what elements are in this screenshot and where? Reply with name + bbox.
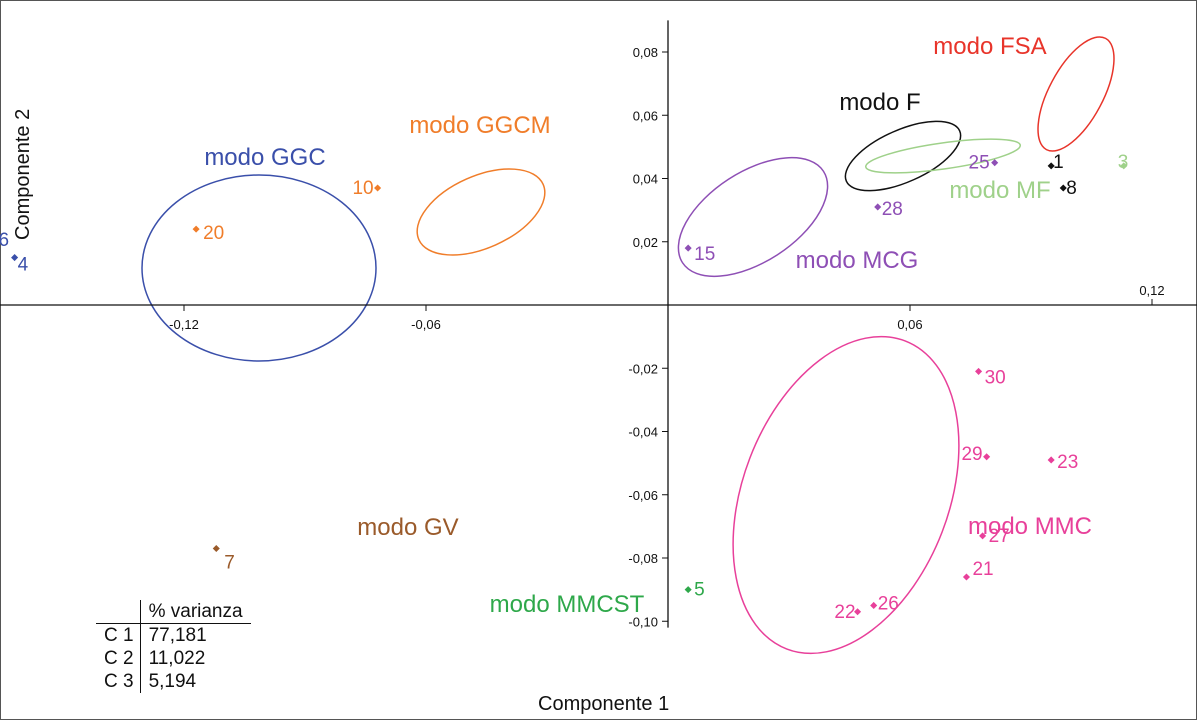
axes: -0,30-0,24-0,18-0,12-0,060,060,120,180,2…	[0, 20, 1197, 629]
data-point	[684, 586, 692, 594]
variance-row-label: C 3	[96, 670, 141, 693]
point-label: 29	[961, 444, 982, 465]
x-tick-label: 0,12	[1139, 283, 1164, 298]
group-label: modo GGCM	[409, 112, 550, 139]
variance-table-header: % varianza	[96, 600, 251, 624]
group-ellipse	[844, 120, 962, 192]
variance-header-label: % varianza	[140, 600, 251, 624]
point-label: 7	[224, 553, 235, 574]
point-label: 25	[969, 153, 990, 174]
point-label: 1	[1053, 152, 1064, 173]
variance-row: C 1 77,181	[96, 623, 251, 647]
group-label: modo GGC	[204, 144, 325, 171]
y-tick-label: 0,02	[633, 235, 658, 250]
group-ellipse	[416, 168, 546, 256]
variance-table: % varianza C 1 77,181 C 2 11,022 C 3 5,1…	[96, 600, 251, 693]
data-point	[874, 203, 882, 211]
group-label: modo MF	[949, 177, 1050, 204]
variance-row-label: C 1	[96, 623, 141, 647]
data-point	[854, 608, 862, 616]
y-tick-label: 0,04	[633, 172, 658, 187]
point-label: 6	[0, 230, 9, 251]
y-tick-label: -0,06	[628, 488, 658, 503]
y-axis-title: Componente 2	[12, 108, 34, 240]
variance-row: C 3 5,194	[96, 670, 251, 693]
group-ellipse	[864, 138, 1022, 174]
y-tick-label: -0,04	[628, 425, 658, 440]
group-label: modo MMC	[968, 513, 1092, 540]
point-label: 26	[878, 593, 899, 614]
group-label: modo MMCST	[490, 591, 645, 618]
y-tick-label: 0,06	[633, 108, 658, 123]
point-label: 23	[1057, 452, 1078, 473]
x-tick-label: -0,12	[169, 317, 199, 332]
variance-row-value: 11,022	[148, 648, 206, 669]
point-label: 21	[972, 559, 993, 580]
data-point	[192, 225, 200, 233]
group-ellipse	[677, 156, 829, 278]
data-point	[1047, 456, 1055, 464]
data-point	[684, 244, 692, 252]
point-label: 22	[834, 602, 855, 623]
data-point	[11, 254, 19, 262]
group-ellipse	[732, 335, 960, 655]
y-tick-label: -0,10	[628, 614, 658, 629]
point-label: 8	[1066, 178, 1077, 199]
point-label: 20	[203, 223, 224, 244]
data-point	[962, 573, 970, 581]
data-point	[983, 453, 991, 461]
group-ellipse	[141, 174, 377, 362]
variance-row-value: 77,181	[148, 625, 207, 646]
point-label: 28	[882, 199, 903, 220]
data-point	[374, 184, 382, 192]
variance-row-label: C 2	[96, 647, 141, 670]
point-label: 5	[694, 580, 705, 601]
group-ellipses	[141, 36, 1115, 655]
group-label: modo MCG	[796, 247, 919, 274]
data-point	[212, 544, 220, 553]
y-tick-label: -0,02	[628, 361, 658, 376]
y-tick-label: 0,08	[633, 45, 658, 60]
group-label: modo GV	[357, 514, 458, 541]
data-point	[991, 159, 999, 167]
group-ellipse	[1037, 36, 1115, 152]
group-label: modo FSA	[933, 33, 1046, 60]
point-label: 15	[694, 244, 715, 265]
variance-row: C 2 11,022	[96, 647, 251, 670]
point-label: 27	[989, 526, 1010, 547]
y-tick-label: -0,08	[628, 551, 658, 566]
data-point	[870, 601, 878, 609]
data-point	[979, 532, 987, 540]
variance-row-value: 5,194	[148, 671, 197, 692]
point-label: 4	[18, 255, 29, 276]
point-label: 30	[985, 367, 1006, 388]
point-label: 3	[1118, 152, 1129, 173]
group-label: modo F	[839, 89, 920, 116]
x-axis-title: Componente 1	[538, 693, 670, 715]
x-tick-label: -0,06	[411, 317, 441, 332]
x-tick-label: 0,06	[897, 317, 922, 332]
point-label: 10	[352, 178, 373, 199]
data-point	[975, 367, 983, 375]
